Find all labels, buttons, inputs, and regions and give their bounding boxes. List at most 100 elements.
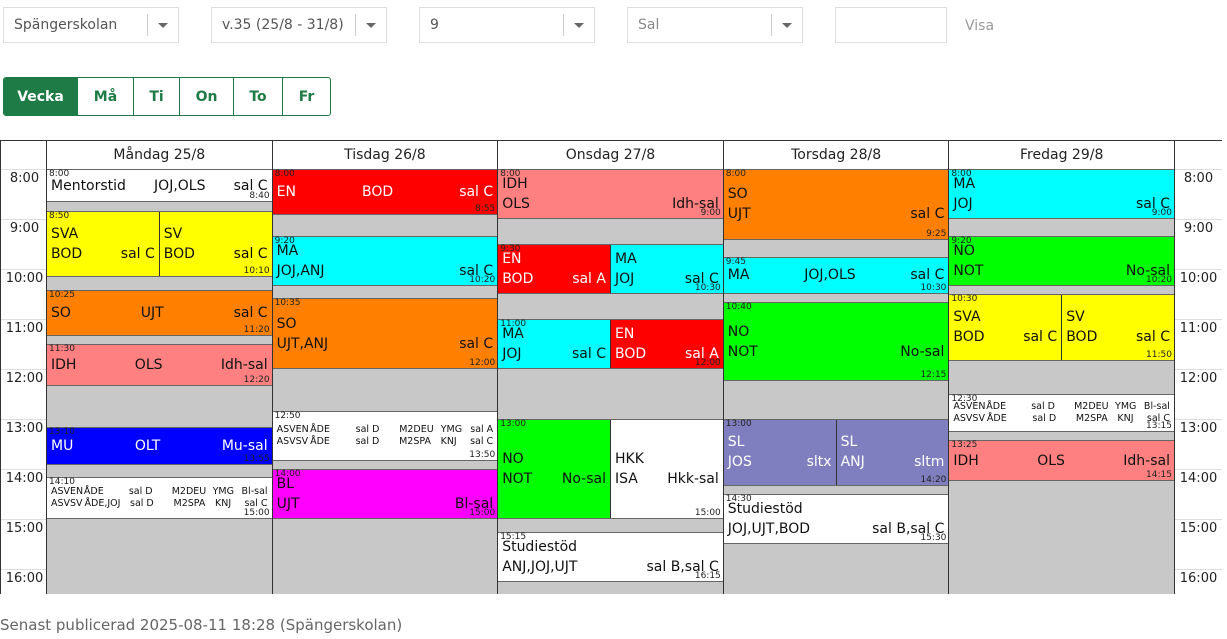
lesson-part: SV BOD sal C [1061,295,1174,360]
lesson-row: IDH OLS Idh-sal [51,355,268,375]
lesson-text: SVA [953,309,981,326]
start-time: 13:10 [49,427,75,438]
end-time: 13:15 [1146,420,1172,431]
start-time: 9:20 [274,235,295,246]
lesson-text: SO [51,304,71,321]
hour-label: 12:00 [1,369,48,419]
lesson-text: OLT [134,438,161,455]
start-time: 9:30 [500,244,521,254]
school-select[interactable]: Spängerskolan [3,7,179,43]
lesson-text: sal C [684,271,719,287]
lesson[interactable]: ASVEN ÅDE sal D M2DEU YMG Bl-sal ASVSV ÅDE sal D… [949,394,1174,432]
day-body: Mentorstid JOJ,OLS sal C 8:00 8:40 SVA BOD sal … [47,169,272,594]
tab[interactable]: Ti [133,78,179,115]
lesson-part: SL JOS sltx [723,420,836,485]
start-time: 9:20 [951,235,972,246]
lesson[interactable]: Studiestöd JOJ,UJT,BOD sal B,sal C 14:30 15:… [723,494,949,544]
week-select[interactable]: v.35 (25/8 - 31/8) [211,7,387,43]
lesson[interactable]: BL UJT Bl-sal 14:00 15:00 [272,469,498,519]
lesson-text: Idh-sal [220,356,268,373]
lesson[interactable]: MA JOJ sal C EN BOD sal A 11:00 12:00 [498,319,723,369]
lesson-text: sal D [128,486,153,498]
hour-label: 13:00 [1175,419,1222,469]
hour-label: 9:00 [1,219,48,269]
lesson[interactable]: IDH OLS Idh-sal 8:00 9:00 [498,169,723,219]
lesson[interactable]: EN BOD sal A MA JOJ sal C 9:30 10:30 [498,244,723,294]
lesson[interactable]: SO UJT sal C 8:00 9:25 [723,169,949,240]
lesson-text: NO [727,323,750,340]
lesson[interactable]: MA JOJ,OLS sal C 9:45 10:30 [723,256,949,294]
lesson[interactable]: NO NOT No-sal HKK ISA Hkk-sal 13:00 15:00 [498,419,723,519]
lesson-text: sltm [914,454,945,471]
lesson[interactable]: EN BOD sal C 8:00 8:55 [272,169,498,215]
lesson-text: ASVEN [51,486,84,498]
lesson-text: BOD [502,271,534,287]
end-time: 13:50 [469,449,496,460]
start-time: 10:35 [274,298,301,309]
hour-label: 9:00 [1175,219,1222,269]
day-column: Måndag 25/8 Mentorstid JOJ,OLS sal C 8:00 8:4… [46,141,272,594]
lesson-row: MA [277,241,494,261]
lesson-text: sal C [233,245,268,262]
lesson-text: SV [1066,309,1085,326]
tab[interactable]: On [179,78,233,115]
class-select[interactable]: 9 [419,7,595,43]
tabs: Vecka Må Ti On To Fr [3,77,331,116]
search-input[interactable] [835,7,947,43]
lesson[interactable]: Mentorstid JOJ,OLS sal C 8:00 8:40 [47,169,272,203]
end-time: 15:00 [469,508,496,518]
lesson[interactable]: ASVEN ÅDE sal D M2DEU YMG sal A ASVSV ÅDE sal D M… [272,410,498,461]
lesson[interactable]: MU OLT Mu-sal 13:10 13:55 [47,427,272,465]
lesson-text: KNJ [1117,412,1134,424]
tab[interactable]: Fr [282,78,330,115]
lesson-part: IDH OLS Idh-sal [47,345,272,385]
lesson-text: sal C [233,177,268,194]
lesson-text: MA [276,242,299,259]
lesson-text: EN [614,326,635,342]
end-time: 14:20 [920,474,947,485]
lesson-text: Mentorstid [51,177,126,194]
lesson[interactable]: SO UJT,ANJ sal C 10:35 12:00 [272,298,498,369]
lesson[interactable]: SL JOS sltx SL ANJ sltm 13:00 14:20 [723,419,949,486]
start-time: 8:00 [49,169,70,179]
lesson[interactable]: NO NOT No-sal 9:20 10:20 [949,235,1174,286]
lesson[interactable]: Studiestöd ANJ,JOJ,UJT sal B,sal C 15:15 16:… [498,531,723,582]
start-time: 14:30 [725,494,752,504]
lesson-text: No-sal [561,471,606,487]
lesson-row: OLS Idh-sal [502,194,719,214]
lesson-text: ÅDE [986,400,1007,412]
lesson-row: SO [277,314,494,334]
lesson-part: MA JOJ,ANJ sal C [272,236,498,285]
lesson[interactable]: ASVEN ÅDE sal D M2DEU YMG Bl-sal ASVSV ÅDE,JOJ s… [47,477,272,519]
show-button[interactable]: Visa [965,18,995,34]
room-select[interactable]: Sal [627,7,803,43]
lesson[interactable]: IDH OLS Idh-sal 13:25 14:15 [949,439,1174,482]
lesson-text: sal C [459,335,494,352]
lesson-part: NO NOT No-sal [723,303,949,381]
lesson-text: NOT [727,343,758,360]
lesson[interactable]: SO UJT sal C 10:25 11:20 [47,289,272,336]
day-name: Måndag 25/8 [47,141,272,170]
time-column: 8:00 9:00 10:00 11:00 12:00 13:00 14:00 15:00 16… [0,141,48,619]
header-cell [1175,141,1222,170]
lesson[interactable]: MA JOJ sal C 8:00 9:00 [949,169,1174,219]
lesson[interactable]: SVA BOD sal C SV BOD sal C 10:30 11:50 [949,294,1174,361]
lesson-part: MU OLT Mu-sal [47,428,272,464]
lesson[interactable]: NO NOT No-sal 10:40 12:15 [723,302,949,382]
tab[interactable]: To [233,78,282,115]
lesson-row: SO UJT sal C [51,303,268,323]
lesson-text: IDH [953,452,979,469]
lesson-part: ASVEN ÅDE sal D M2DEU YMG sal A ASVSV ÅDE sal D M… [272,411,498,460]
lesson[interactable]: IDH OLS Idh-sal 11:30 12:20 [47,344,272,386]
lesson-text: sal C [1023,329,1058,346]
lesson-text: sal C [1135,329,1170,346]
lesson-text: sal C [571,346,606,362]
lesson[interactable]: MA JOJ,ANJ sal C 9:20 10:20 [272,235,498,286]
start-time: 8:00 [725,169,747,179]
lesson[interactable]: SVA BOD sal C SV BOD sal C 8:50 10:10 [47,210,272,278]
tab[interactable]: Vecka [4,78,77,115]
lesson-text: Idh-sal [672,196,719,212]
lesson-row: JOJ sal C [953,194,1170,214]
tab[interactable]: Må [77,78,133,115]
